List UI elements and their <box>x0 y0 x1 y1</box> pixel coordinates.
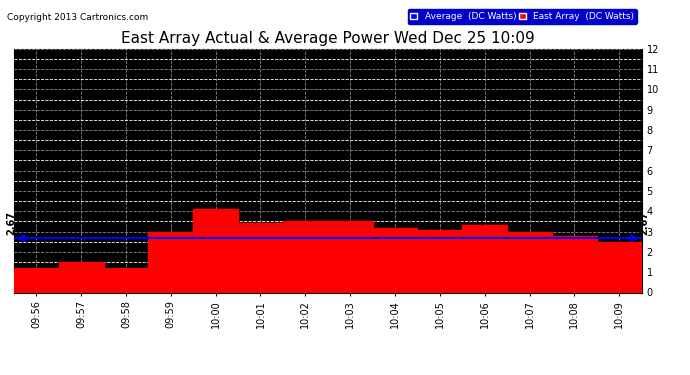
Bar <box>328 221 373 292</box>
Bar <box>104 268 148 292</box>
Bar <box>283 221 328 292</box>
Bar <box>59 262 104 292</box>
Bar <box>148 231 193 292</box>
Bar <box>193 209 238 292</box>
Bar <box>597 242 642 292</box>
Text: 2.67: 2.67 <box>639 211 649 235</box>
Bar <box>507 231 552 292</box>
Bar <box>14 268 59 292</box>
Bar <box>373 228 417 292</box>
Bar <box>552 236 597 292</box>
Text: Copyright 2013 Cartronics.com: Copyright 2013 Cartronics.com <box>7 13 148 22</box>
Text: 2.67: 2.67 <box>7 211 17 235</box>
Bar <box>462 225 507 292</box>
Title: East Array Actual & Average Power Wed Dec 25 10:09: East Array Actual & Average Power Wed De… <box>121 31 535 46</box>
Legend: Average  (DC Watts), East Array  (DC Watts): Average (DC Watts), East Array (DC Watts… <box>408 9 637 24</box>
Bar <box>238 224 283 292</box>
Bar <box>417 230 462 292</box>
